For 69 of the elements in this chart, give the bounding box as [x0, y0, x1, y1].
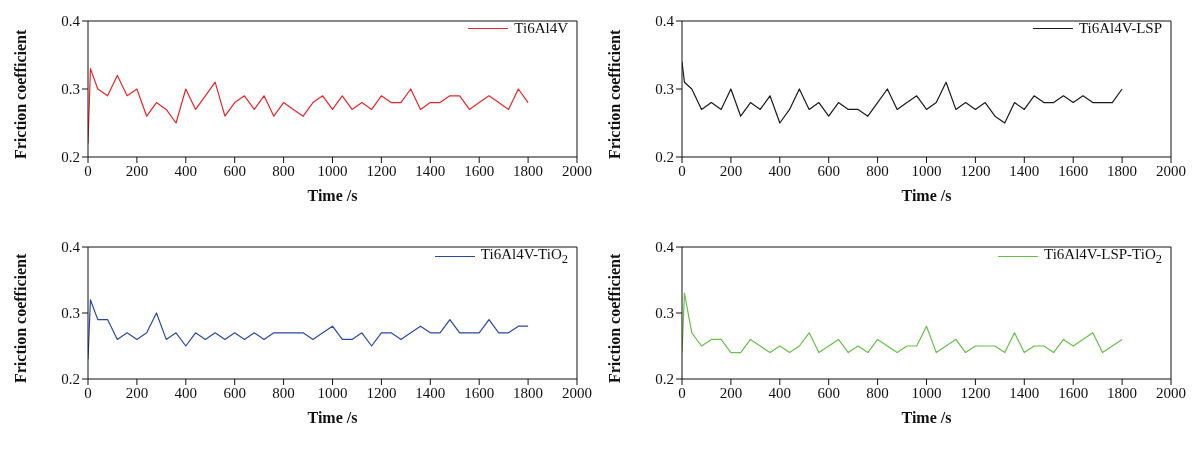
x-tick-label: 1800	[1107, 162, 1138, 179]
x-tick-label: 200	[125, 384, 149, 401]
y-tick-label: 0.2	[655, 371, 674, 388]
x-axis-title: Time /s	[307, 187, 358, 204]
y-tick-label: 0.4	[655, 239, 675, 256]
legend-label: Ti6Al4V-TiO$_{2}$	[480, 246, 568, 267]
x-tick-label: 800	[866, 384, 889, 401]
x-axis-title: Time /s	[901, 187, 952, 204]
x-tick-label: 1400	[415, 162, 446, 179]
x-tick-label: 1400	[1009, 384, 1040, 401]
y-tick-label: 0.3	[61, 305, 80, 322]
x-tick-label: 0	[84, 384, 92, 401]
x-tick-label: 0	[84, 162, 92, 179]
x-tick-label: 200	[719, 162, 743, 179]
x-tick-label: 400	[768, 384, 792, 401]
x-tick-label: 600	[817, 384, 840, 401]
x-tick-label: 1200	[366, 384, 397, 401]
x-tick-label: 2000	[1156, 384, 1186, 401]
y-axis-title: Friction coefficient	[605, 253, 623, 383]
legend-label: Ti6Al4V-LSP-TiO$_{2}$	[1044, 246, 1162, 267]
x-tick-label: 1400	[415, 384, 446, 401]
legend-label: Ti6Al4V-LSP	[1078, 20, 1162, 37]
x-tick-label: 800	[272, 384, 295, 401]
x-tick-label: 0	[678, 162, 686, 179]
x-tick-label: 0	[678, 384, 686, 401]
x-tick-label: 200	[719, 384, 743, 401]
x-tick-label: 600	[817, 162, 840, 179]
x-axis-title: Time /s	[901, 409, 952, 426]
x-tick-label: 2000	[562, 384, 592, 401]
x-tick-label: 1200	[960, 162, 991, 179]
x-tick-label: 400	[768, 162, 792, 179]
x-tick-label: 600	[223, 384, 246, 401]
x-tick-label: 400	[174, 384, 198, 401]
x-tick-label: 1000	[911, 162, 942, 179]
x-tick-label: 1000	[317, 384, 348, 401]
y-tick-label: 0.2	[61, 149, 80, 166]
x-tick-label: 1600	[1058, 384, 1089, 401]
y-tick-label: 0.4	[655, 13, 675, 30]
y-tick-label: 0.2	[655, 149, 674, 166]
x-tick-label: 1200	[366, 162, 397, 179]
x-tick-label: 200	[125, 162, 149, 179]
y-tick-label: 0.4	[61, 239, 81, 256]
x-tick-label: 2000	[562, 162, 592, 179]
x-tick-label: 600	[223, 162, 246, 179]
x-axis-title: Time /s	[307, 409, 358, 426]
x-tick-label: 1600	[464, 384, 495, 401]
x-tick-label: 1800	[513, 384, 544, 401]
line-series	[682, 292, 1123, 354]
y-axis-title: Friction coefficient	[11, 29, 29, 159]
x-tick-label: 800	[866, 162, 889, 179]
x-tick-label: 400	[174, 162, 198, 179]
y-tick-label: 0.2	[61, 371, 80, 388]
y-tick-label: 0.4	[61, 13, 81, 30]
x-tick-label: 1800	[513, 162, 544, 179]
y-axis-title: Friction coefficient	[11, 253, 29, 383]
x-tick-label: 1800	[1107, 384, 1138, 401]
x-tick-label: 1600	[464, 162, 495, 179]
y-tick-label: 0.3	[61, 81, 80, 98]
x-tick-label: 800	[272, 162, 295, 179]
y-tick-label: 0.3	[655, 81, 674, 98]
x-tick-label: 1200	[960, 384, 991, 401]
x-tick-label: 1600	[1058, 162, 1089, 179]
legend-label: Ti6Al4V	[514, 20, 568, 37]
x-tick-label: 2000	[1156, 162, 1186, 179]
x-tick-label: 1000	[317, 162, 348, 179]
y-tick-label: 0.3	[655, 305, 674, 322]
x-tick-label: 1400	[1009, 162, 1040, 179]
x-tick-label: 1000	[911, 384, 942, 401]
y-axis-title: Friction coefficient	[605, 29, 623, 159]
